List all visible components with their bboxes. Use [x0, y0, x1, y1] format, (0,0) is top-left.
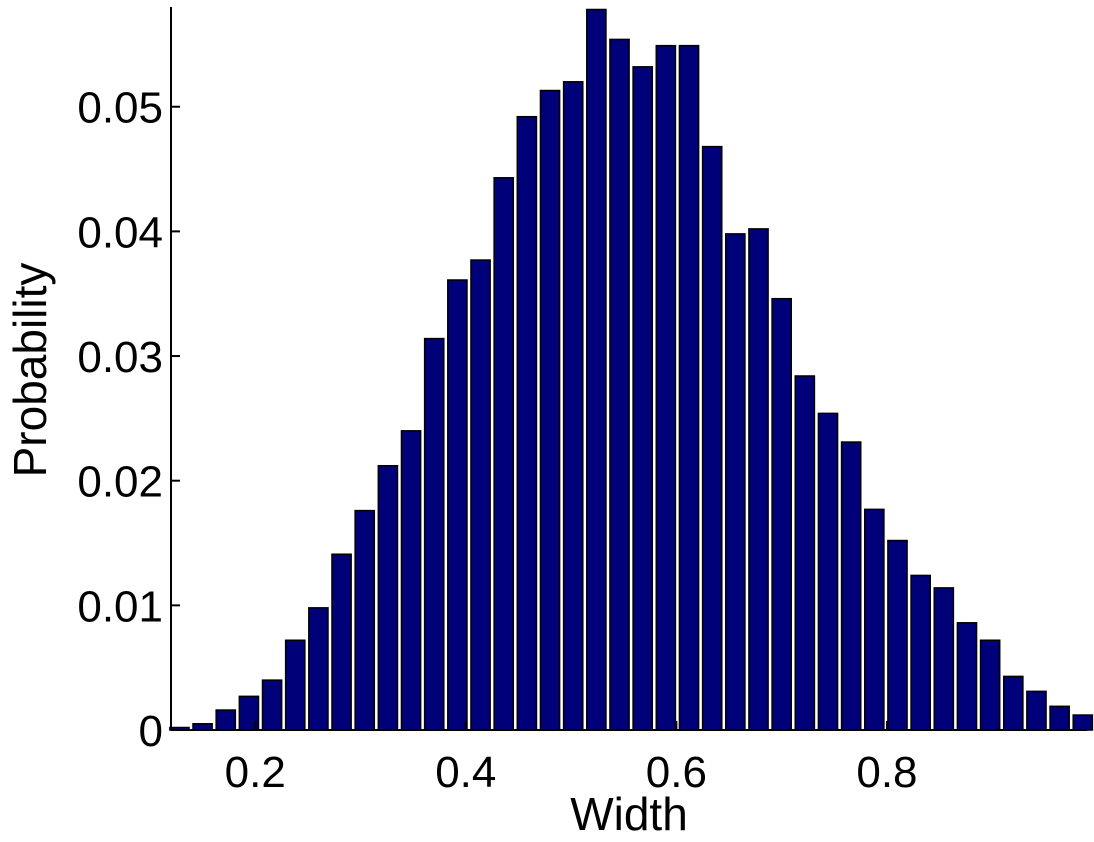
- histogram-bar: [562, 81, 584, 731]
- histogram-bar: [400, 430, 422, 731]
- histogram-bar: [678, 44, 700, 731]
- histogram-bar: [354, 509, 376, 731]
- histogram-bar: [748, 228, 769, 731]
- histogram-bar: [979, 639, 1001, 731]
- bars-group: [169, 8, 1094, 731]
- histogram-bar: [423, 337, 445, 731]
- y-tick-label: 0.04: [77, 208, 163, 257]
- histogram-bar: [493, 177, 515, 731]
- histogram-bar: [933, 587, 955, 731]
- histogram-bar: [308, 607, 329, 731]
- histogram-bar: [910, 574, 931, 731]
- y-axis-title: Probability: [4, 263, 56, 478]
- histogram-bar: [215, 709, 237, 731]
- histogram-bar: [586, 8, 607, 731]
- x-tick-label: 0.6: [646, 748, 707, 797]
- histogram-bar: [516, 115, 538, 731]
- histogram-bar: [817, 412, 839, 731]
- y-tick-label: 0.03: [77, 333, 163, 382]
- histogram-bar: [1002, 675, 1024, 731]
- histogram-bar: [725, 233, 746, 731]
- histogram-bar: [863, 508, 885, 731]
- histogram-bar: [794, 375, 816, 731]
- x-tick-label: 0.4: [435, 748, 496, 797]
- y-tick-label: 0.01: [77, 582, 163, 631]
- y-tick-label: 0.02: [77, 458, 163, 507]
- histogram-bar: [771, 297, 792, 731]
- histogram-bar: [284, 639, 306, 731]
- histogram-bar: [840, 441, 862, 731]
- histogram-bar: [261, 679, 283, 731]
- histogram-bar: [655, 44, 677, 731]
- y-tick-label: 0: [139, 707, 163, 756]
- histogram-bar: [447, 279, 468, 731]
- histogram-bar: [1026, 690, 1047, 731]
- histogram-bar: [470, 259, 491, 731]
- histogram-bar: [701, 145, 723, 731]
- x-tick-label: 0.8: [856, 748, 917, 797]
- histogram-bar: [377, 464, 399, 731]
- histogram-bar: [609, 38, 630, 731]
- y-ticks-group: 0 0.01 0.02 0.03 0.04 0.05: [77, 84, 180, 756]
- histogram-bar: [1049, 705, 1070, 731]
- histogram-bar: [331, 553, 352, 731]
- histogram-bar: [632, 66, 654, 731]
- histogram-bar: [887, 539, 908, 731]
- histogram-bar: [1072, 714, 1094, 731]
- y-tick-label: 0.05: [77, 84, 163, 133]
- x-tick-label: 0.2: [225, 748, 286, 797]
- x-axis-title: Width: [570, 788, 688, 840]
- histogram-bar: [539, 89, 561, 731]
- x-ticks-group: 0.2 0.4 0.6 0.8: [225, 721, 918, 797]
- histogram-bar: [956, 622, 978, 731]
